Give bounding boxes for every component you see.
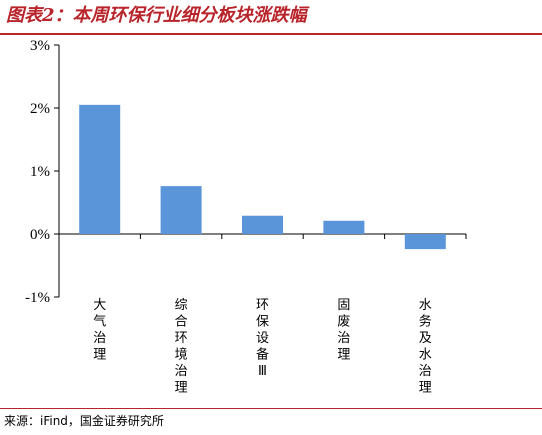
- bar: [404, 234, 446, 250]
- chart-title: 图表2：本周环保行业细分板块涨跌幅: [6, 5, 307, 26]
- x-category-label: 综合环境治理: [175, 298, 188, 396]
- bar: [160, 186, 202, 234]
- source-divider: [0, 408, 542, 409]
- y-tick-label: 2%: [30, 101, 50, 117]
- y-tick-label: 3%: [30, 38, 50, 54]
- x-category-labels: 大气治理 综合环境治理 环保设备 Ⅲ 固废治理 水务及水治理: [93, 298, 432, 396]
- y-tick-label: 0%: [30, 227, 50, 243]
- x-category-label: 大气治理: [93, 298, 106, 363]
- bar: [242, 215, 283, 234]
- y-tick-label: 1%: [30, 164, 50, 180]
- y-tick-label: -1%: [25, 290, 50, 306]
- bar: [79, 104, 121, 234]
- title-divider: [0, 33, 542, 35]
- bar: [323, 220, 365, 234]
- source-note: 来源：iFind，国金证券研究所: [4, 414, 164, 428]
- x-category-label: 环保设备 Ⅲ: [256, 298, 269, 379]
- bar-chart: 3% 2% 1% 0% -1% 大气治理 综合环境治理 环保设备 Ⅲ 固废治理 水务及水治理: [25, 38, 467, 396]
- chart-bars: [79, 104, 446, 250]
- x-category-label: 固废治理: [337, 298, 350, 363]
- x-category-label: 水务及水治理: [419, 298, 432, 396]
- y-tick-labels: 3% 2% 1% 0% -1%: [25, 38, 50, 306]
